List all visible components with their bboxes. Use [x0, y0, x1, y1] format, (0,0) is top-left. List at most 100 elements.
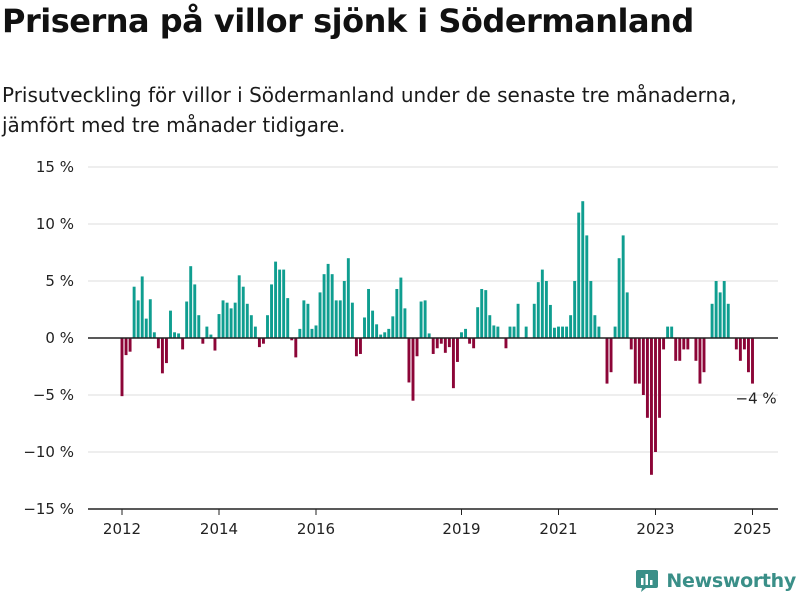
bar	[245, 303, 249, 338]
bar	[274, 261, 278, 338]
bar	[391, 316, 395, 338]
bar	[326, 263, 330, 338]
bar	[718, 292, 722, 338]
bar	[217, 314, 221, 338]
bar	[488, 315, 492, 338]
bar	[540, 269, 544, 338]
bar	[447, 338, 451, 348]
bar	[294, 338, 298, 358]
bar	[702, 338, 706, 373]
bar	[411, 338, 415, 401]
y-tick-label: 0 %	[45, 329, 74, 347]
bar	[290, 338, 294, 341]
newsworthy-logo-icon	[636, 570, 659, 592]
bar	[181, 338, 185, 350]
x-tick-label: 2016	[297, 520, 335, 538]
bar	[589, 281, 593, 338]
bar	[249, 315, 253, 338]
bar	[674, 338, 678, 361]
bar	[379, 334, 383, 338]
bar	[209, 334, 213, 338]
x-tick-label: 2021	[539, 520, 577, 538]
bar	[156, 338, 160, 349]
bar	[314, 325, 318, 338]
bar	[330, 274, 334, 338]
bars	[120, 201, 754, 475]
bar	[662, 338, 666, 350]
y-axis-labels: 15 % 10 % 5 % 0 % −5 % −10 % −15 %	[23, 158, 74, 518]
bar	[253, 326, 257, 338]
brand-name: Newsworthy	[666, 570, 796, 592]
bar	[177, 333, 181, 338]
bar	[508, 326, 512, 338]
bar	[468, 338, 472, 344]
bar	[573, 281, 577, 338]
bar	[302, 300, 306, 338]
y-tick-label: 10 %	[36, 215, 74, 233]
bar	[484, 290, 488, 338]
y-tick-label: −10 %	[23, 443, 74, 461]
bar	[322, 274, 326, 338]
bar	[334, 300, 338, 338]
bar	[270, 284, 273, 338]
last-value-annotation: −4 %	[736, 390, 777, 408]
bar	[666, 326, 670, 338]
bar	[738, 338, 742, 361]
bar	[169, 310, 172, 338]
bar	[266, 315, 269, 338]
bar	[544, 281, 548, 338]
bar	[431, 338, 435, 354]
bar	[476, 307, 480, 338]
bar	[257, 338, 261, 348]
bar	[621, 235, 625, 338]
bar	[136, 300, 140, 338]
bar	[516, 303, 520, 338]
bar	[363, 317, 366, 338]
bar	[415, 338, 419, 357]
bar	[120, 338, 124, 397]
chart-title: Priserna på villor sjönk i Södermanland	[2, 2, 694, 40]
bar	[342, 281, 346, 338]
bar	[359, 338, 362, 354]
x-tick-label: 2014	[200, 520, 238, 538]
y-tick-label: −15 %	[23, 500, 74, 518]
y-tick-label: 5 %	[45, 272, 74, 290]
bar	[569, 315, 573, 338]
bar	[173, 332, 176, 338]
bar	[629, 338, 633, 350]
bar	[597, 326, 601, 338]
bar	[694, 338, 698, 361]
bar	[658, 338, 661, 418]
bar	[395, 288, 399, 338]
bar	[565, 326, 569, 338]
bar	[338, 300, 342, 338]
bar	[354, 338, 358, 357]
bar	[645, 338, 649, 418]
bar	[144, 318, 148, 338]
bar	[460, 332, 463, 338]
bar	[714, 281, 718, 338]
bar	[504, 338, 508, 349]
bar	[435, 338, 439, 349]
bar	[654, 338, 657, 452]
bar	[423, 300, 427, 338]
bar	[698, 338, 702, 384]
bar	[165, 338, 168, 364]
bar	[625, 292, 629, 338]
bar	[577, 212, 581, 338]
bar	[742, 338, 746, 350]
bar	[233, 302, 237, 338]
bar	[751, 338, 754, 384]
bar	[132, 286, 136, 338]
bar	[407, 338, 411, 383]
bar	[605, 338, 609, 384]
bar	[557, 326, 560, 338]
y-tick-label: −5 %	[33, 386, 74, 404]
bar	[282, 269, 286, 338]
bar	[371, 310, 375, 338]
bar	[237, 275, 241, 338]
bar	[427, 333, 431, 338]
x-tick-label: 2012	[103, 520, 141, 538]
bar	[670, 326, 674, 338]
